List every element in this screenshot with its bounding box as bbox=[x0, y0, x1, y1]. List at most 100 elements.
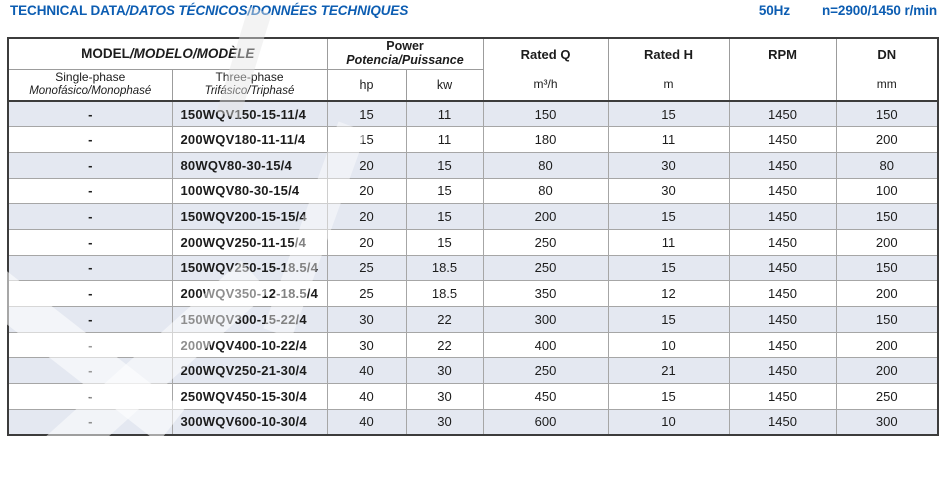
title-bar: TECHNICAL DATA/DATOS TÉCNICOS/DONNÉES TE… bbox=[10, 3, 937, 18]
cell-dn: 150 bbox=[835, 100, 939, 128]
cell-dn: 300 bbox=[835, 408, 939, 436]
cell-kw: 15 bbox=[405, 203, 484, 230]
table-row: -200WQV250-11-15/4 20 15 250 11 1450 200 bbox=[7, 228, 939, 256]
table-row: -300WQV600-10-30/4 40 30 600 10 1450 300 bbox=[7, 408, 939, 436]
cell-hp: 40 bbox=[326, 357, 407, 385]
table-row: -150WQV150-15-11/4 15 11 150 15 1450 150 bbox=[7, 100, 939, 128]
header-model-group: MODEL/MODELO/MODÈLE bbox=[7, 37, 328, 70]
header-single-phase: Single-phase Monofásico/Monophasé bbox=[7, 68, 173, 102]
frequency-label: 50Hz bbox=[758, 3, 790, 18]
cell-rated-h: 15 bbox=[607, 203, 730, 230]
cell-single-phase: - bbox=[7, 331, 173, 359]
cell-rpm: 1450 bbox=[728, 280, 837, 307]
cell-rpm: 1450 bbox=[728, 203, 837, 230]
cell-model: 200WQV350-12-18.5/4 bbox=[171, 280, 328, 307]
cell-model: 200WQV250-21-30/4 bbox=[171, 357, 328, 385]
cell-model: 150WQV200-15-15/4 bbox=[171, 203, 328, 230]
cell-rated-h: 10 bbox=[607, 331, 730, 359]
cell-hp: 30 bbox=[326, 331, 407, 359]
cell-hp: 40 bbox=[326, 408, 407, 436]
table-row: -150WQV200-15-15/4 20 15 200 15 1450 150 bbox=[7, 203, 939, 230]
cell-rated-h: 11 bbox=[607, 228, 730, 256]
cell-hp: 30 bbox=[326, 306, 407, 333]
table-row: -200WQV250-21-30/4 40 30 250 21 1450 200 bbox=[7, 357, 939, 385]
cell-kw: 15 bbox=[405, 177, 484, 205]
cell-rated-q: 80 bbox=[482, 151, 609, 179]
cell-kw: 11 bbox=[405, 126, 484, 153]
technical-data-table: MODEL/MODELO/MODÈLE Power Potencia/Puiss… bbox=[7, 37, 940, 436]
speed-label: n=2900/1450 r/min bbox=[821, 3, 937, 18]
cell-dn: 200 bbox=[835, 228, 939, 256]
cell-single-phase: - bbox=[7, 280, 173, 307]
cell-rpm: 1450 bbox=[728, 151, 837, 179]
cell-rated-h: 30 bbox=[607, 177, 730, 205]
page-title-main: TECHNICAL DATA bbox=[10, 3, 126, 18]
cell-rated-q: 250 bbox=[482, 357, 609, 385]
cell-dn: 150 bbox=[835, 254, 939, 282]
table-row: -250WQV450-15-30/4 40 30 450 15 1450 250 bbox=[7, 383, 939, 410]
cell-kw: 22 bbox=[405, 331, 484, 359]
cell-rpm: 1450 bbox=[728, 177, 837, 205]
cell-model: 150WQV250-15-18.5/4 bbox=[171, 254, 328, 282]
cell-rated-h: 15 bbox=[607, 100, 730, 128]
cell-rpm: 1450 bbox=[728, 306, 837, 333]
cell-hp: 20 bbox=[326, 203, 407, 230]
cell-kw: 30 bbox=[405, 383, 484, 410]
cell-kw: 30 bbox=[405, 408, 484, 436]
cell-single-phase: - bbox=[7, 100, 173, 128]
cell-kw: 30 bbox=[405, 357, 484, 385]
cell-rated-h: 11 bbox=[607, 126, 730, 153]
header-rpm: RPM bbox=[728, 37, 837, 102]
cell-rpm: 1450 bbox=[728, 408, 837, 436]
cell-rated-q: 300 bbox=[482, 306, 609, 333]
cell-rated-q: 250 bbox=[482, 254, 609, 282]
cell-rated-h: 10 bbox=[607, 408, 730, 436]
cell-rpm: 1450 bbox=[728, 100, 837, 128]
cell-rpm: 1450 bbox=[728, 331, 837, 359]
cell-dn: 250 bbox=[835, 383, 939, 410]
cell-dn: 80 bbox=[835, 151, 939, 179]
table-row: -200WQV350-12-18.5/4 25 18.5 350 12 1450 200 bbox=[7, 280, 939, 307]
header-dn: DN mm bbox=[835, 37, 939, 102]
cell-rated-q: 250 bbox=[482, 228, 609, 256]
header-power-group: Power Potencia/Puissance bbox=[326, 37, 484, 70]
header-dn-unit: mm bbox=[876, 77, 897, 91]
header-hp: hp bbox=[326, 68, 407, 102]
table-body: -150WQV150-15-11/4 15 11 150 15 1450 150-200WQ… bbox=[7, 100, 939, 436]
header-kw: kw bbox=[405, 68, 484, 102]
cell-rpm: 1450 bbox=[728, 357, 837, 385]
header-rated-h-unit: m bbox=[663, 77, 674, 91]
cell-model: 200WQV180-11-11/4 bbox=[171, 126, 328, 153]
cell-model: 150WQV150-15-11/4 bbox=[171, 100, 328, 128]
cell-rated-q: 400 bbox=[482, 331, 609, 359]
table-row: -150WQV250-15-18.5/4 25 18.5 250 15 1450 150 bbox=[7, 254, 939, 282]
page-title-translations: /DATOS TÉCNICOS/DONNÉES TECHNIQUES bbox=[125, 3, 409, 18]
cell-single-phase: - bbox=[7, 126, 173, 153]
cell-dn: 200 bbox=[835, 357, 939, 385]
header-rpm-label: RPM bbox=[768, 47, 797, 62]
header-rated-q: Rated Q m³/h bbox=[482, 37, 609, 102]
cell-rated-q: 350 bbox=[482, 280, 609, 307]
cell-hp: 20 bbox=[326, 228, 407, 256]
cell-rated-q: 80 bbox=[482, 177, 609, 205]
header-three-phase-translations: Trifásico/Triphasé bbox=[204, 85, 295, 98]
table-row: -200WQV400-10-22/4 30 22 400 10 1450 200 bbox=[7, 331, 939, 359]
cell-model: 200WQV400-10-22/4 bbox=[171, 331, 328, 359]
cell-dn: 100 bbox=[835, 177, 939, 205]
cell-single-phase: - bbox=[7, 254, 173, 282]
cell-hp: 25 bbox=[326, 280, 407, 307]
cell-single-phase: - bbox=[7, 306, 173, 333]
cell-rated-h: 21 bbox=[607, 357, 730, 385]
header-power-main: Power bbox=[386, 39, 424, 54]
header-rated-q-label: Rated Q bbox=[520, 47, 571, 62]
header-rated-h-label: Rated H bbox=[643, 47, 694, 62]
cell-model: 150WQV300-15-22/4 bbox=[171, 306, 328, 333]
cell-dn: 200 bbox=[835, 280, 939, 307]
table-row: -150WQV300-15-22/4 30 22 300 15 1450 150 bbox=[7, 306, 939, 333]
header-model-main: MODEL bbox=[81, 46, 130, 62]
cell-rated-q: 600 bbox=[482, 408, 609, 436]
cell-single-phase: - bbox=[7, 228, 173, 256]
cell-single-phase: - bbox=[7, 177, 173, 205]
cell-rpm: 1450 bbox=[728, 126, 837, 153]
cell-single-phase: - bbox=[7, 357, 173, 385]
